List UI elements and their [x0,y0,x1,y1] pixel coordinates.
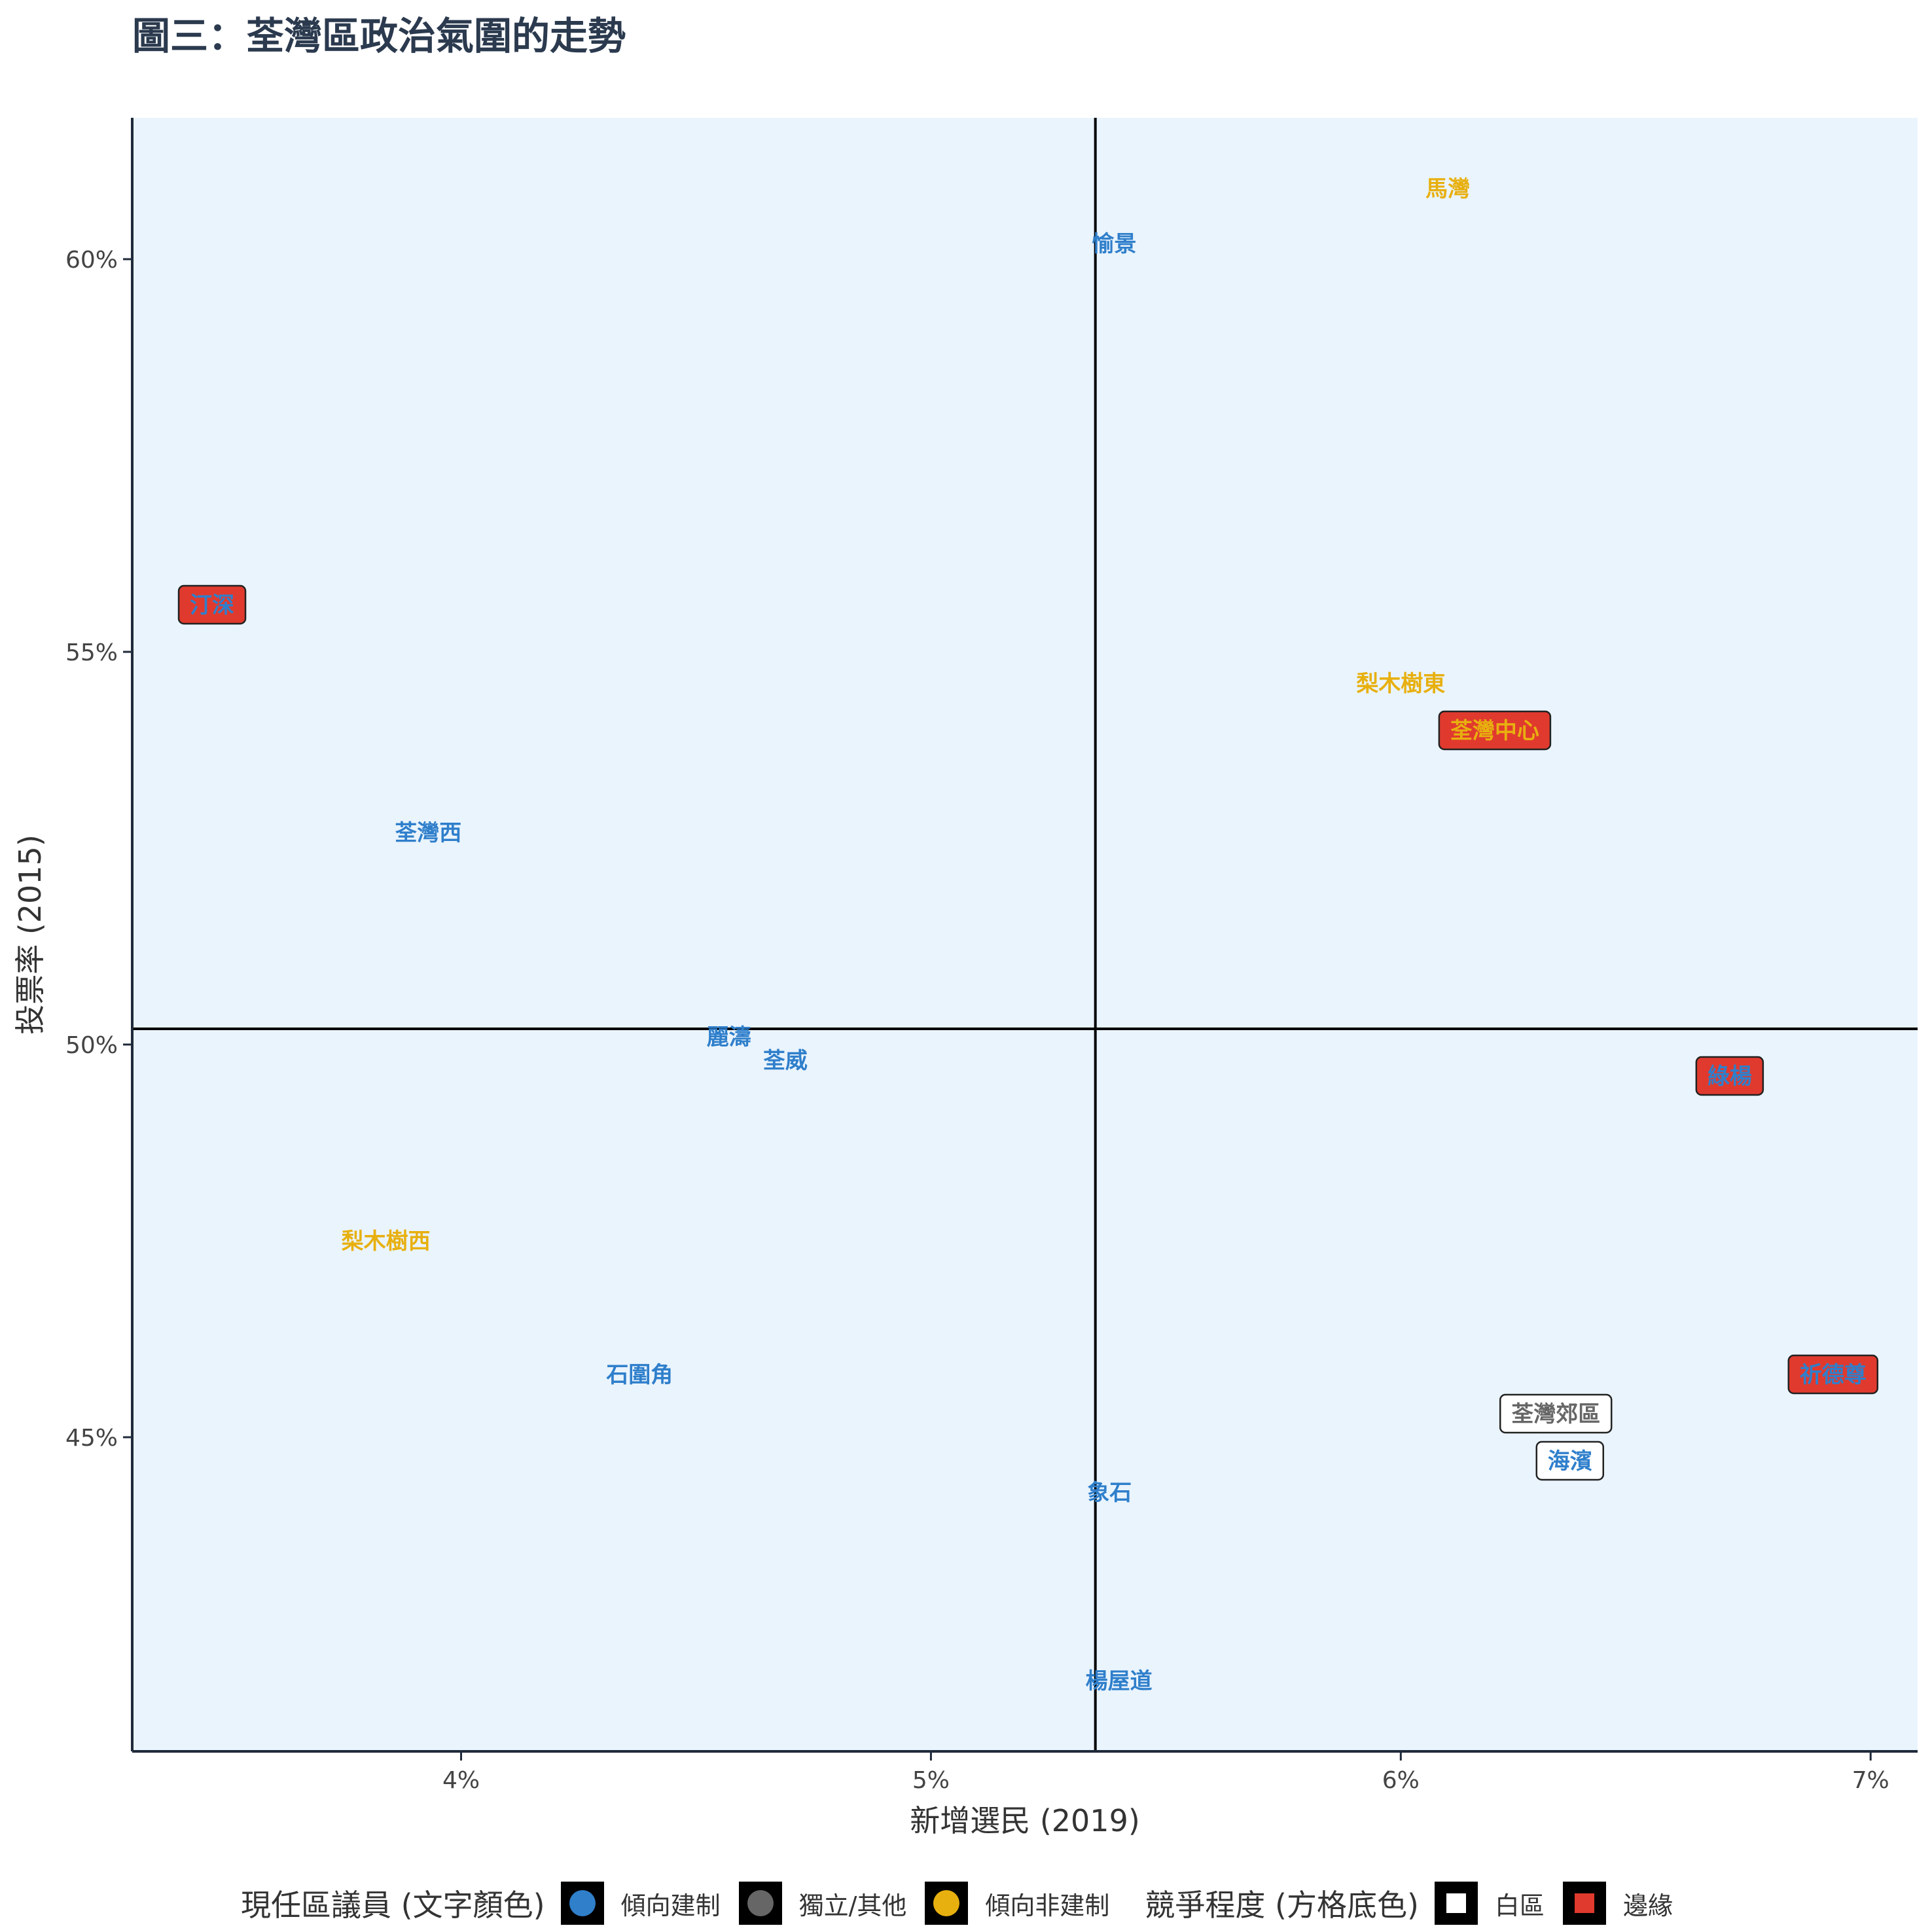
y-axis-title: 投票率 (2015) [12,834,48,1035]
legend-title-competition: 競爭程度 (方格底色) [1145,1887,1419,1923]
point-label-box [1535,1440,1605,1481]
chart-title: 圖三：荃灣區政治氣圍的走勢 [132,14,626,58]
legend-key [560,1882,604,1925]
point-label: 荃威 [763,1048,808,1074]
legend-key [738,1882,782,1925]
point-label-box [177,584,247,625]
y-tick-label: 55% [65,639,118,666]
x-tick-label: 7% [1852,1767,1889,1794]
y-tick-label: 50% [65,1032,118,1059]
legend-label: 獨立/其他 [798,1891,907,1920]
legend-title-councillor: 現任區議員 (文字顏色) [241,1887,545,1923]
legend-item-marginal: 邊緣 [1562,1882,1673,1925]
plot-panel [132,118,1918,1751]
legend-label: 傾向非建制 [985,1891,1110,1920]
legend-label: 邊緣 [1622,1891,1673,1920]
data-point: 汀深 [177,584,247,625]
point-label: 荃灣中心 [1450,718,1539,744]
data-point: 石圍角 [605,1362,673,1388]
point-label: 象石 [1087,1480,1132,1506]
point-label: 荃灣西 [395,820,461,846]
legend-item-pro-democracy: 傾向非建制 [925,1882,1109,1925]
yellow-dot-icon [933,1890,960,1916]
data-point: 荃威 [763,1048,808,1074]
legend-item-safe-seat: 白區 [1434,1882,1545,1925]
legend-item-pro-establishment: 傾向建制 [560,1882,721,1925]
data-point: 愉景 [1092,231,1136,257]
legend-key [925,1882,969,1925]
x-tick-label: 4% [442,1767,480,1794]
point-label: 愉景 [1092,231,1136,257]
point-label: 荃灣郊區 [1511,1401,1600,1427]
data-point: 祈德尊 [1787,1354,1879,1395]
point-label: 綠楊 [1708,1064,1752,1090]
data-point: 海濱 [1535,1440,1605,1481]
data-point: 梨木樹西 [342,1228,431,1255]
data-point: 荃灣郊區 [1499,1393,1613,1434]
point-label: 麗濤 [707,1024,751,1050]
point-label: 馬灣 [1425,176,1470,202]
legend-label: 傾向建制 [620,1891,721,1920]
point-label-box [1787,1354,1879,1395]
point-label: 梨木樹西 [342,1228,431,1255]
data-point: 荃灣中心 [1438,710,1552,751]
point-label: 楊屋道 [1086,1668,1153,1694]
x-axis-title: 新增選民 (2019) [910,1803,1140,1838]
legend-item-independent: 獨立/其他 [738,1882,907,1925]
data-point: 綠楊 [1695,1056,1764,1096]
y-tick-label: 60% [65,247,118,274]
x-tick-label: 6% [1382,1767,1420,1794]
data-point: 馬灣 [1425,176,1470,202]
point-label: 汀深 [190,592,234,618]
point-label-box [1499,1393,1613,1434]
data-point: 象石 [1087,1480,1132,1506]
data-point: 梨木樹東 [1356,671,1445,697]
blue-dot-icon [569,1890,596,1916]
legend: 現任區議員 (文字顏色) 傾向建制 獨立/其他 傾向非建制 競爭程度 (方格底色… [0,1877,1932,1929]
red-square-icon [1574,1893,1594,1913]
y-tick-label: 45% [65,1425,118,1452]
point-label: 祈德尊 [1800,1362,1867,1388]
white-square-icon [1446,1893,1466,1913]
grey-dot-icon [747,1890,774,1916]
legend-key [1434,1882,1478,1925]
point-label: 海濱 [1548,1448,1592,1475]
data-point: 荃灣西 [395,820,461,846]
point-label-box [1695,1056,1764,1096]
x-tick-label: 5% [912,1767,950,1794]
point-label: 石圍角 [605,1362,673,1388]
legend-label: 白區 [1494,1891,1545,1920]
point-label-box [1438,710,1552,751]
point-label: 梨木樹東 [1356,671,1445,697]
data-point: 楊屋道 [1086,1668,1153,1694]
data-point: 麗濤 [707,1024,751,1050]
legend-key [1562,1882,1606,1925]
